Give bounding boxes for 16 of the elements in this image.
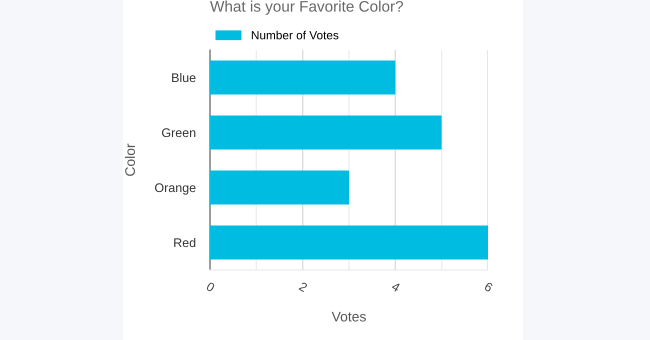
y-axis-title: Color xyxy=(124,144,136,176)
y-tick-label: Green xyxy=(162,128,196,138)
chart-title: What is your Favorite Color? xyxy=(210,0,404,15)
x-tick-label: 4 xyxy=(390,282,401,292)
x-axis-title: Votes xyxy=(332,312,366,322)
x-tick-label: 6 xyxy=(484,282,494,292)
y-tick-label: Blue xyxy=(172,72,196,82)
bar xyxy=(210,225,488,260)
legend-label: Number of Votes xyxy=(252,30,338,40)
y-tick-label: Orange xyxy=(155,183,196,195)
bar xyxy=(210,115,442,150)
bar xyxy=(210,60,396,95)
x-tick-label: 2 xyxy=(298,282,308,292)
y-tick-label: Red xyxy=(174,238,196,248)
bar xyxy=(210,170,349,205)
x-tick-label: 0 xyxy=(206,282,216,292)
